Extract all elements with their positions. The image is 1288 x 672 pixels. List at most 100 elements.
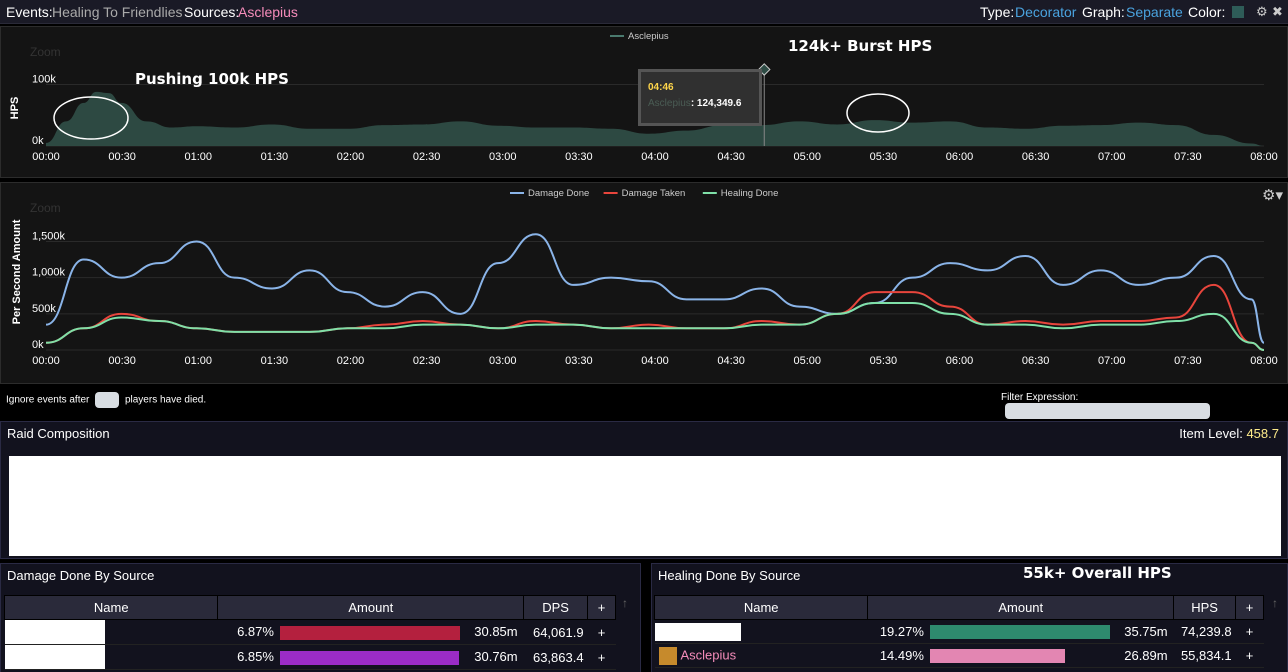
item-level-label: Item Level: (1179, 426, 1243, 441)
item-level: Item Level: 458.7 (1179, 426, 1279, 441)
legend-label: Asclepius (628, 31, 669, 42)
x-tick-label: 03:00 (489, 151, 517, 163)
x-tick-label: 04:00 (641, 151, 669, 163)
annotation-overall: 55k+ Overall HPS (1023, 564, 1172, 582)
header-amount[interactable]: Amount (217, 595, 525, 620)
header-add[interactable]: + (1235, 595, 1264, 620)
row-rate: 74,239.8 (1173, 619, 1236, 644)
y-tick-label: 1,500k (32, 230, 66, 242)
annotation-circle (53, 96, 129, 140)
header-name[interactable]: Name (653, 595, 869, 620)
row-expand-button[interactable]: + (587, 644, 616, 670)
raid-composition-content (9, 456, 1281, 556)
table-row[interactable]: 6.85% 30.76m 63,863.4 + (4, 644, 616, 670)
row-expand-button[interactable]: + (587, 619, 616, 645)
damage-done-table: Name Amount DPS + 6.87% 30.85m 64,061.9 +6.… (3, 595, 616, 670)
row-expand-button[interactable]: + (1235, 619, 1264, 644)
table-row[interactable]: 19.27% 35.75m 74,239.8 + (654, 619, 1264, 644)
row-bar (929, 625, 1110, 640)
header-amount[interactable]: Amount (867, 595, 1175, 620)
table-row[interactable]: 6.87% 30.85m 64,061.9 + (4, 619, 616, 645)
row-percent: 14.49% (879, 647, 924, 663)
y-tick-label: 1,000k (32, 267, 66, 279)
row-name[interactable] (4, 619, 218, 645)
ignore-count-input[interactable] (95, 392, 120, 408)
row-amount-value: 26.89m (1124, 647, 1168, 663)
x-tick-label: 00:30 (108, 355, 136, 367)
header-name[interactable]: Name (3, 595, 219, 620)
tooltip-colon: : (690, 98, 697, 109)
x-tick-label: 02:30 (413, 151, 441, 163)
row-amount-value: 30.85m (474, 624, 518, 640)
row-percent: 19.27% (879, 623, 924, 639)
redacted-name (4, 620, 105, 644)
table-row[interactable]: Asclepius 14.49% 26.89m 55,834.1 + (654, 643, 1264, 668)
row-name[interactable] (654, 619, 868, 644)
color-swatch[interactable] (1232, 6, 1244, 18)
class-icon (658, 646, 677, 665)
row-percent: 6.85% (237, 649, 274, 665)
tooltip-time: 04:46 (648, 82, 674, 93)
x-tick-label: 02:00 (337, 151, 365, 163)
sources-label: Sources: (184, 4, 240, 20)
series-line (45, 301, 1265, 351)
healing-done-table: Name Amount HPS + 19.27% 35.75m 74,239.8 + A… (653, 595, 1264, 668)
type-label: Type: (980, 4, 1015, 20)
series-line (45, 233, 1265, 344)
header-dps[interactable]: DPS (523, 595, 589, 620)
x-tick-label: 03:00 (489, 355, 517, 367)
graph-select[interactable]: Separate (1126, 4, 1183, 20)
header-hps[interactable]: HPS (1173, 595, 1237, 620)
filter-expression-input[interactable] (1005, 403, 1210, 419)
row-rate: 63,863.4 (523, 644, 588, 670)
header-add[interactable]: + (587, 595, 616, 620)
damage-scroll-up-icon[interactable]: ↑ (622, 596, 628, 610)
legend-label: Damage Done (528, 188, 589, 199)
item-level-value: 458.7 (1246, 426, 1279, 441)
row-bar (279, 625, 460, 640)
events-label: Events: (6, 4, 53, 20)
row-expand-button[interactable]: + (1235, 643, 1264, 668)
filter-bar: Events: Healing To Friendlies Sources: A… (0, 0, 1288, 24)
x-tick-label: 08:00 (1250, 355, 1278, 367)
raid-composition-title: Raid Composition (7, 426, 110, 441)
row-rate: 55,834.1 (1173, 643, 1236, 668)
row-amount: 6.87% 30.85m (217, 619, 524, 645)
row-amount-value: 30.76m (474, 649, 518, 665)
x-tick-label: 01:30 (261, 355, 289, 367)
y-axis-label: Per Second Amount (11, 219, 23, 324)
damage-healing-chart: Zoom 0k 500k 1,000k 1,500k 00:00 00:30 01:00 01:… (11, 188, 1278, 367)
gear-icon[interactable]: ⚙ (1256, 4, 1268, 19)
zoom-label: Zoom (30, 45, 61, 59)
row-name[interactable]: Asclepius (654, 643, 868, 668)
y-tick-label: 100k (32, 73, 56, 85)
chart-tooltip: 04:46 Asclepius: 124,349.6 (638, 69, 762, 126)
tooltip-amount: 124,349.6 (696, 98, 742, 109)
x-tick-label: 01:30 (261, 151, 289, 163)
x-tick-label: 00:30 (108, 151, 136, 163)
redacted-name (654, 622, 741, 641)
color-label: Color: (1188, 4, 1226, 20)
events-value[interactable]: Healing To Friendlies (52, 4, 183, 20)
graph-label: Graph: (1082, 4, 1125, 20)
ignore-label-2: players have died. (124, 394, 207, 406)
x-tick-label: 06:30 (1022, 151, 1050, 163)
type-select[interactable]: Decorator (1015, 4, 1077, 20)
chart-settings-gear-icon[interactable]: ⚙▾ (1262, 187, 1283, 204)
annotation-pushing: Pushing 100k HPS (135, 70, 289, 88)
series-area (46, 91, 1264, 146)
row-name[interactable] (4, 644, 218, 670)
healing-scroll-up-icon[interactable]: ↑ (1272, 596, 1278, 610)
x-tick-label: 07:30 (1174, 151, 1202, 163)
x-tick-label: 01:00 (184, 151, 212, 163)
x-tick-label: 02:30 (413, 355, 441, 367)
sources-value[interactable]: Asclepius (238, 4, 298, 20)
x-tick-label: 07:30 (1174, 355, 1202, 367)
hps-chart: Zoom 0k 100k 00:00 00:30 01:00 01:30 02:00 02:30… (9, 31, 1278, 163)
row-amount-value: 35.75m (1124, 623, 1168, 639)
x-tick-label: 04:00 (641, 355, 669, 367)
x-tick-label: 01:00 (184, 355, 212, 367)
close-icon[interactable]: ✖ (1272, 4, 1283, 19)
x-tick-label: 08:00 (1250, 151, 1278, 163)
x-tick-label: 00:00 (32, 151, 60, 163)
